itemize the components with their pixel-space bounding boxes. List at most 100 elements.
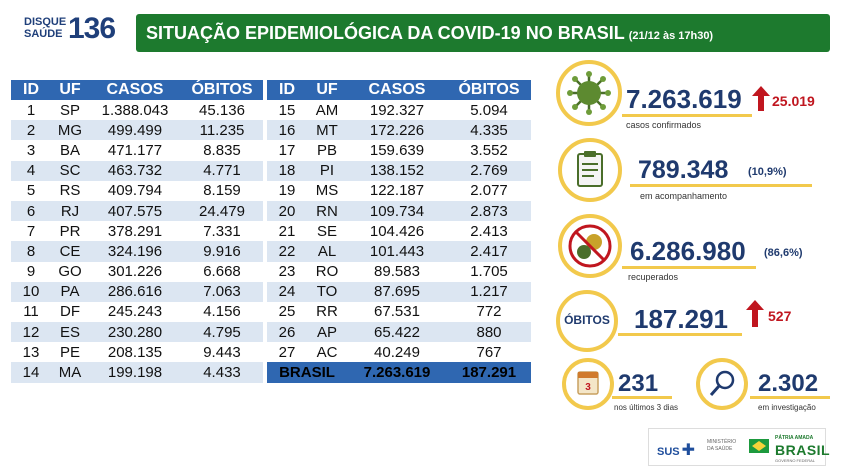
table-row: 4 SC 463.732 4.771 (11, 160, 263, 181)
table-cell: 25 (267, 301, 307, 323)
table-cell: BA (51, 140, 89, 161)
table-cell: 8.159 (181, 180, 263, 201)
table-cell: 21 (267, 221, 307, 242)
table-cell: RR (307, 301, 347, 323)
table-cell: 101.443 (347, 241, 447, 262)
table-cell: 9 (11, 261, 51, 282)
table-cell: 13 (11, 342, 51, 363)
disque-saude-logo: DISQUE SAÚDE 136 (18, 12, 128, 46)
column-header: ID (11, 80, 51, 100)
table-cell: 17 (267, 140, 307, 161)
table-cell: 22 (267, 241, 307, 262)
table-row: 23 RO 89.583 1.705 (267, 261, 531, 282)
table-cell: PB (307, 140, 347, 161)
table-cell: AP (307, 322, 347, 343)
table-header-row: ID UF CASOS ÓBITOS (11, 80, 263, 100)
table-cell: SP (51, 100, 89, 121)
recovered-pct: (86,6%) (764, 247, 803, 259)
logo-bottom-text: SAÚDE (24, 28, 63, 40)
monitoring-label: em acompanhamento (640, 191, 728, 201)
table-row: 27 AC 40.249 767 (267, 342, 531, 363)
table-cell: 10 (11, 281, 51, 302)
table-cell: AL (307, 241, 347, 262)
deaths-increase: 527 (768, 308, 792, 324)
table-cell: SE (307, 221, 347, 242)
table-cell: 18 (267, 160, 307, 181)
table-cell: 230.280 (89, 322, 181, 343)
column-header: CASOS (347, 80, 447, 100)
table-cell: SC (51, 160, 89, 181)
table-cell: 199.198 (89, 362, 181, 383)
table-row: 1 SP 1.388.043 45.136 (11, 100, 263, 121)
column-header: ÓBITOS (447, 80, 531, 100)
logo-number: 136 (68, 12, 116, 45)
table-cell: 24.479 (181, 200, 263, 222)
table-cell: ES (51, 322, 89, 343)
table-cell: 4.433 (181, 362, 263, 383)
table-cell: 9.916 (181, 241, 263, 262)
column-header: ÓBITOS (181, 80, 263, 100)
magnifier-icon (696, 358, 748, 410)
table-cell: 23 (267, 261, 307, 282)
states-table-left: ID UF CASOS ÓBITOS 1 SP 1.388.043 45.136 2 MG 499… (11, 80, 263, 383)
table-cell: 245.243 (89, 301, 181, 323)
table-row: 19 MS 122.187 2.077 (267, 180, 531, 201)
column-header: CASOS (89, 80, 181, 100)
table-cell: 2.769 (447, 160, 531, 181)
table-cell: 3 (11, 140, 51, 161)
table-cell: 7.063 (181, 281, 263, 302)
table-cell: 8.835 (181, 140, 263, 161)
states-table-right: ID UF CASOS ÓBITOS 15 AM 192.327 5.094 16 MT 172.… (267, 80, 531, 383)
table-cell: 109.734 (347, 200, 447, 222)
table-row: 2 MG 499.499 11.235 (11, 120, 263, 141)
table-row: 12 ES 230.280 4.795 (11, 322, 263, 343)
deaths-badge-text: ÓBITOS (564, 313, 610, 327)
table-cell: 499.499 (89, 120, 181, 141)
table-cell: 880 (447, 322, 531, 343)
table-row: 17 PB 159.639 3.552 (267, 140, 531, 161)
column-header: ID (267, 80, 307, 100)
title-timestamp: (21/12 às 17h30) (628, 30, 714, 42)
table-cell: 138.152 (347, 160, 447, 181)
table-cell: 2.077 (447, 180, 531, 201)
table-row: 18 PI 138.152 2.769 (267, 160, 531, 181)
table-cell: 2 (11, 120, 51, 141)
table-cell: PI (307, 160, 347, 181)
table-cell: RO (307, 261, 347, 282)
table-cell: 5 (11, 180, 51, 201)
recent-label: nos últimos 3 dias (614, 403, 679, 412)
table-cell: 14 (11, 362, 51, 383)
table-cell: 7 (11, 221, 51, 242)
table-cell: MA (51, 362, 89, 383)
table-cell: 5.094 (447, 100, 531, 121)
table-cell: TO (307, 281, 347, 302)
total-label: BRASIL (267, 362, 347, 383)
table-cell: DF (51, 301, 89, 323)
table-cell: 2.413 (447, 221, 531, 242)
table-cell: AM (307, 100, 347, 121)
table-cell: 67.531 (347, 301, 447, 323)
table-row: 6 RJ 407.575 24.479 (11, 200, 263, 222)
table-cell: 409.794 (89, 180, 181, 201)
increase-arrow-icon (746, 300, 764, 310)
total-row: BRASIL 7.263.619 187.291 (267, 362, 531, 383)
table-cell: 3.552 (447, 140, 531, 161)
table-cell: 11.235 (181, 120, 263, 141)
brazil-flag-icon (749, 439, 769, 453)
table-cell: 407.575 (89, 200, 181, 222)
table-cell: 89.583 (347, 261, 447, 282)
table-row: 13 PE 208.135 9.443 (11, 342, 263, 363)
table-cell: 9.443 (181, 342, 263, 363)
monitoring-value: 789.348 (638, 156, 729, 184)
table-cell: 2.417 (447, 241, 531, 262)
table-cell: 26 (267, 322, 307, 343)
table-cell: 11 (11, 301, 51, 323)
table-row: 15 AM 192.327 5.094 (267, 100, 531, 121)
table-cell: 65.422 (347, 322, 447, 343)
page-title: SITUAÇÃO EPIDEMIOLÓGICA DA COVID-19 NO B… (146, 23, 713, 46)
increase-arrow-icon (752, 86, 770, 96)
table-cell: 378.291 (89, 221, 181, 242)
table-cell: MT (307, 120, 347, 141)
column-header: UF (307, 80, 347, 100)
table-row: 25 RR 67.531 772 (267, 301, 531, 323)
